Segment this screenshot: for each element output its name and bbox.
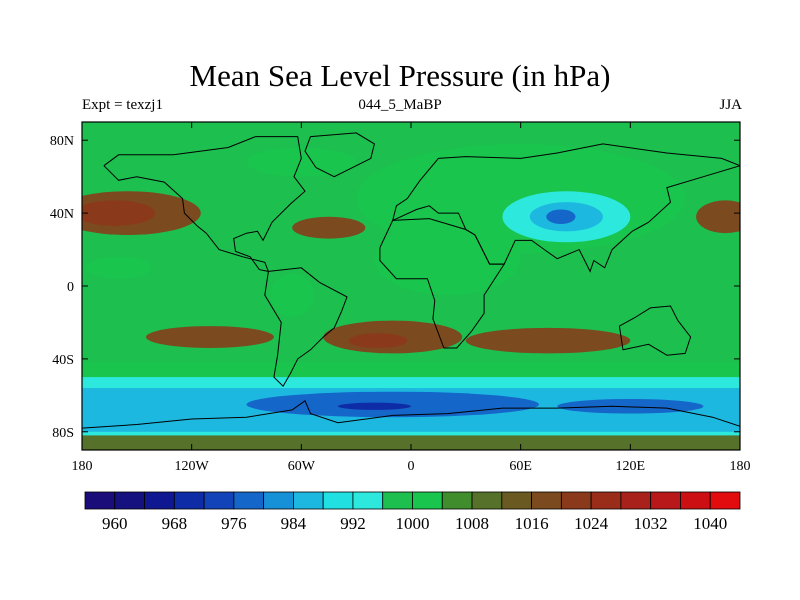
coastline-eurasia bbox=[392, 143, 740, 273]
colorbar-swatch bbox=[501, 491, 532, 510]
y-tick-label: 40S bbox=[52, 353, 74, 368]
colorbar-label: 1008 bbox=[455, 514, 489, 533]
colorbar-swatch bbox=[560, 491, 592, 510]
colorbar-swatch bbox=[620, 491, 652, 510]
time-label: 044_5_MaBP bbox=[358, 97, 442, 113]
y-tick-label: 80N bbox=[50, 134, 74, 149]
coastline-greenland bbox=[304, 132, 375, 178]
colorbar-swatch bbox=[709, 491, 741, 510]
coastline-antarctica bbox=[82, 400, 740, 429]
south-pacific-high bbox=[145, 326, 274, 348]
colorbar-swatch bbox=[412, 491, 443, 510]
colorbar-swatch bbox=[680, 491, 711, 510]
north-pacific-high-core bbox=[82, 200, 156, 226]
y-tick-label: 80S bbox=[52, 426, 74, 441]
colorbar-label: 1024 bbox=[574, 514, 609, 533]
colorbar-swatch bbox=[114, 491, 145, 510]
y-tick-label: 0 bbox=[67, 280, 74, 295]
southern-low-968 bbox=[337, 402, 412, 410]
south-atlantic-high-core bbox=[348, 333, 408, 348]
x-tick-label: 180 bbox=[72, 459, 93, 474]
indian-ocean-high bbox=[465, 327, 631, 354]
colorbar-swatch bbox=[203, 491, 235, 510]
arctic-low bbox=[246, 147, 357, 177]
colorbar-label: 984 bbox=[281, 514, 307, 533]
south-american-low bbox=[270, 273, 315, 317]
colorbar-swatch bbox=[173, 491, 205, 510]
colorbar-swatch bbox=[322, 491, 354, 510]
colorbar-label: 1032 bbox=[634, 514, 668, 533]
colorbar-swatch bbox=[293, 491, 324, 510]
asian-monsoon-low-center bbox=[546, 209, 576, 225]
north-atlantic-high bbox=[292, 216, 366, 239]
colorbar-label: 960 bbox=[102, 514, 128, 533]
african-low bbox=[374, 222, 521, 296]
colorbar-label: 968 bbox=[162, 514, 188, 533]
east-pacific-high-edge bbox=[696, 200, 740, 234]
colorbar-swatch bbox=[650, 491, 681, 510]
southern-low-976 bbox=[557, 398, 704, 414]
coastline-north-america bbox=[103, 136, 306, 273]
colorbar-swatch bbox=[382, 491, 413, 510]
x-tick-label: 60E bbox=[509, 459, 532, 474]
colorbar-swatch bbox=[441, 491, 473, 510]
x-tick-label: 120E bbox=[616, 459, 646, 474]
colorbar-swatch bbox=[84, 491, 116, 510]
season-label: JJA bbox=[719, 97, 742, 113]
experiment-label: Expt = texzj1 bbox=[82, 97, 163, 113]
coastline-south-america bbox=[264, 267, 348, 388]
x-tick-label: 0 bbox=[408, 459, 415, 474]
colorbar-swatch bbox=[233, 491, 265, 510]
colorbar-label: 976 bbox=[221, 514, 247, 533]
colorbar-swatch bbox=[144, 491, 175, 510]
colorbar-label: 992 bbox=[340, 514, 366, 533]
colorbar-swatch bbox=[352, 491, 384, 510]
y-tick-label: 40N bbox=[50, 207, 74, 222]
map-title: Mean Sea Level Pressure (in hPa) bbox=[189, 58, 611, 93]
colorbar-swatch bbox=[471, 491, 503, 510]
x-tick-label: 60W bbox=[288, 459, 316, 474]
x-tick-label: 180 bbox=[730, 459, 751, 474]
colorbar-swatch bbox=[531, 491, 562, 510]
pacific-subtropical-trough bbox=[85, 256, 152, 279]
colorbar-label: 1000 bbox=[396, 514, 430, 533]
coastline-australia bbox=[618, 305, 692, 356]
coastline-africa bbox=[379, 218, 506, 349]
pressure-band-1008 bbox=[82, 435, 740, 450]
pressure-band-1000 bbox=[82, 362, 740, 378]
x-tick-label: 120W bbox=[175, 459, 210, 474]
colorbar-swatch bbox=[590, 491, 622, 510]
colorbar-swatch bbox=[263, 491, 294, 510]
colorbar-label: 1016 bbox=[515, 514, 549, 533]
colorbar-label: 1040 bbox=[693, 514, 727, 533]
